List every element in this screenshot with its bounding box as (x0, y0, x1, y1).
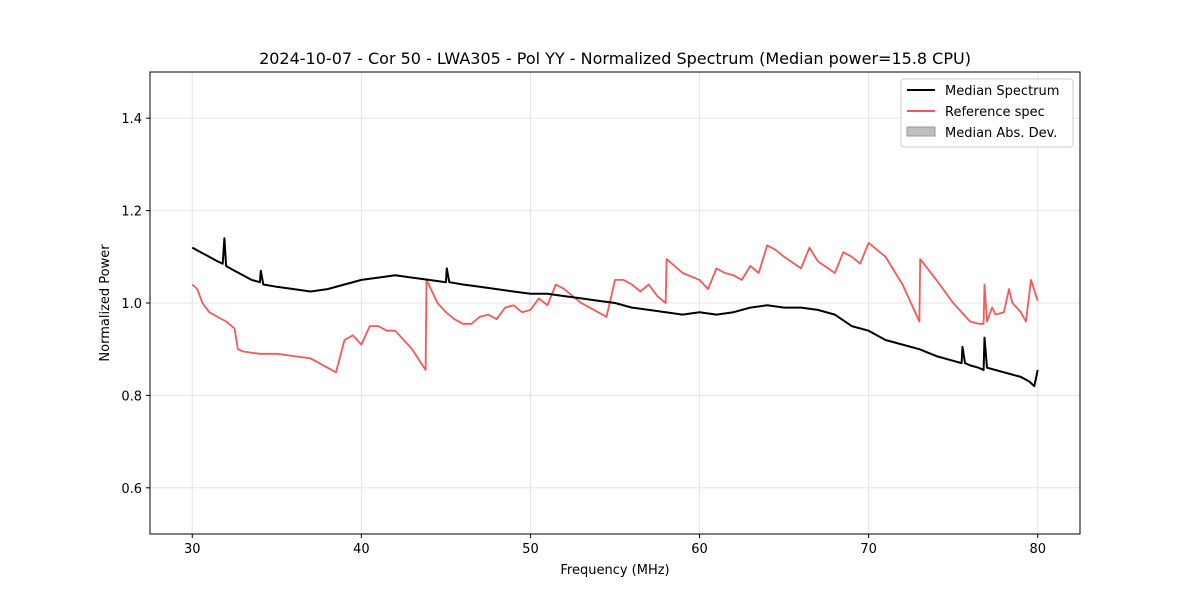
x-tick-label: 70 (860, 542, 877, 557)
reference-spec-line (191, 241, 1039, 374)
y-tick-label: 1.2 (121, 205, 142, 220)
y-tick-label: 1.0 (121, 297, 142, 312)
legend-label-median: Median Spectrum (945, 84, 1059, 99)
y-axis: 0.6 0.8 1.0 1.2 1.4 (121, 112, 150, 497)
x-axis-label: Frequency (MHz) (560, 563, 669, 578)
legend-label-reference: Reference spec (945, 105, 1045, 120)
y-tick-label: 0.6 (121, 482, 142, 497)
chart-title: 2024-10-07 - Cor 50 - LWA305 - Pol YY - … (259, 49, 971, 68)
x-tick-label: 80 (1029, 542, 1046, 557)
median-spectrum-series (191, 237, 1039, 388)
x-tick-label: 40 (353, 542, 370, 557)
x-axis: 30 40 50 60 70 80 (184, 534, 1046, 557)
x-tick-label: 50 (522, 542, 539, 557)
legend-marker-mad (906, 126, 936, 137)
y-tick-label: 0.8 (121, 389, 142, 404)
legend-box (900, 78, 1074, 148)
y-axis-label: Normalized Power (98, 244, 113, 362)
reference-spec-series (191, 241, 1039, 374)
plot-area (191, 237, 1039, 388)
x-tick-label: 60 (691, 542, 708, 557)
x-tick-label: 30 (184, 542, 201, 557)
legend-label-mad: Median Abs. Dev. (945, 126, 1057, 141)
y-tick-label: 1.4 (121, 112, 142, 127)
legend: Median Spectrum Reference spec Median Ab… (900, 78, 1074, 148)
median-spectrum-line (191, 237, 1039, 388)
